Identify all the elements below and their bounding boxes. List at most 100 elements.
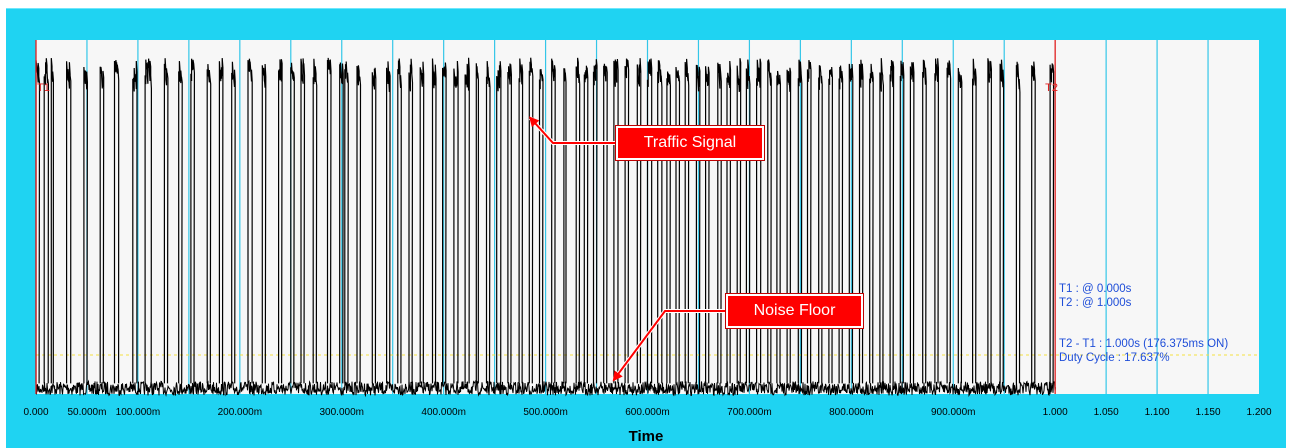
signal-burst [756, 58, 762, 384]
signal-burst [603, 63, 608, 384]
signal-burst [797, 59, 803, 384]
signal-burst [247, 58, 253, 384]
signal-burst [624, 58, 630, 384]
signal-burst [507, 63, 513, 384]
signal-burst [231, 61, 236, 384]
readout-t1: T1 : @ 0.000s [1059, 283, 1132, 295]
x-axis-ticks: 0.000 50.000m 100.000m 200.000m 300.000m 400.… [23, 407, 1271, 418]
signal-burst [397, 58, 402, 384]
signal-burst [563, 68, 567, 384]
signal-burst [66, 61, 72, 384]
signal-burst [218, 58, 224, 384]
noise-floor-trace [35, 379, 1056, 398]
signal-burst [290, 62, 295, 384]
signal-burst [300, 58, 306, 384]
signal-burst [356, 65, 362, 384]
signal-burst [475, 63, 480, 384]
signal-burst [922, 59, 927, 384]
signal-burst [999, 59, 1005, 384]
signal-burst [453, 60, 459, 384]
signal-burst [717, 62, 722, 384]
signal-burst [736, 58, 742, 384]
time-cursors[interactable]: T1 T2 [35, 40, 1058, 394]
x-tick-label: 1.100 [1145, 407, 1170, 418]
signal-burst [538, 69, 544, 384]
traffic-signal-callout: Traffic Signal [615, 125, 765, 161]
signal-burst [528, 57, 534, 384]
x-tick-label: 300.000m [320, 407, 364, 418]
x-tick-label: 400.000m [421, 407, 465, 418]
signal-burst [767, 59, 772, 384]
signal-burst [485, 61, 491, 384]
signal-burst [987, 58, 993, 384]
signal-burst [592, 59, 598, 384]
signal-burst [806, 60, 812, 384]
x-tick-label: 500.000m [523, 407, 567, 418]
signal-burst [879, 58, 885, 384]
noise-floor-callout: Noise Floor [725, 293, 864, 329]
readout-delta: T2 - T1 : 1.000s (176.375ms ON) [1059, 338, 1229, 350]
x-tick-label: 0.000 [23, 407, 48, 418]
x-tick-label: 700.000m [727, 407, 771, 418]
signal-burst [99, 66, 105, 384]
signal-burst [518, 58, 524, 384]
signal-burst [889, 60, 895, 384]
signal-burst [1049, 63, 1055, 384]
signal-burst [934, 58, 940, 384]
signal-burst [344, 61, 349, 384]
noise-floor-arrow [612, 310, 726, 382]
signal-burst [464, 57, 470, 384]
signal-burst [726, 60, 732, 384]
signal-burst [113, 59, 120, 384]
signal-burst [43, 58, 50, 384]
x-tick-label: 1.200 [1246, 407, 1271, 418]
signal-burst [371, 67, 377, 384]
signal-burst [684, 58, 690, 384]
signal-burst [675, 66, 681, 384]
traffic-signal-arrow [528, 116, 616, 144]
signal-burst [583, 65, 589, 384]
signal-burst [957, 67, 963, 384]
x-tick-label: 1.000 [1043, 407, 1068, 418]
signal-burst [818, 65, 823, 384]
signal-burst [386, 61, 391, 384]
signal-burst [909, 62, 915, 384]
signal-burst [206, 64, 212, 384]
signal-burst [178, 61, 183, 384]
signal-burst [636, 58, 642, 384]
signal-burst [431, 58, 437, 384]
signal-burst [408, 58, 414, 384]
signal-burst [419, 61, 425, 384]
x-tick-label: 1.150 [1196, 407, 1221, 418]
signal-burst [666, 71, 672, 384]
readout-t2: T2 : @ 1.000s [1059, 297, 1132, 309]
signal-burst [705, 66, 710, 384]
signal-burst [190, 58, 196, 384]
signal-burst [261, 63, 267, 384]
signal-burst [828, 66, 834, 384]
x-tick-label: 100.000m [116, 407, 160, 418]
signal-burst [745, 59, 751, 384]
x-tick-label: 200.000m [218, 407, 262, 418]
signal-burst [946, 60, 952, 384]
signal-burst [496, 61, 502, 384]
signal-burst [442, 62, 447, 384]
x-tick-label: 600.000m [625, 407, 669, 418]
cursor-t2-label: T2 [1045, 82, 1058, 94]
signal-burst [657, 60, 663, 384]
x-tick-label: 800.000m [829, 407, 873, 418]
signal-burst [646, 58, 653, 384]
x-axis-title: Time [628, 428, 664, 445]
signal-burst [972, 58, 977, 384]
signal-burst [50, 58, 55, 384]
x-tick-label: 1.050 [1094, 407, 1119, 418]
signal-burst [858, 59, 864, 384]
signal-burst [776, 70, 782, 384]
signal-burst [551, 58, 556, 384]
signal-burst [869, 63, 874, 384]
signal-burst [144, 58, 153, 384]
signal-burst [312, 58, 318, 384]
signal-burst [163, 58, 169, 384]
signal-burst [83, 66, 89, 384]
